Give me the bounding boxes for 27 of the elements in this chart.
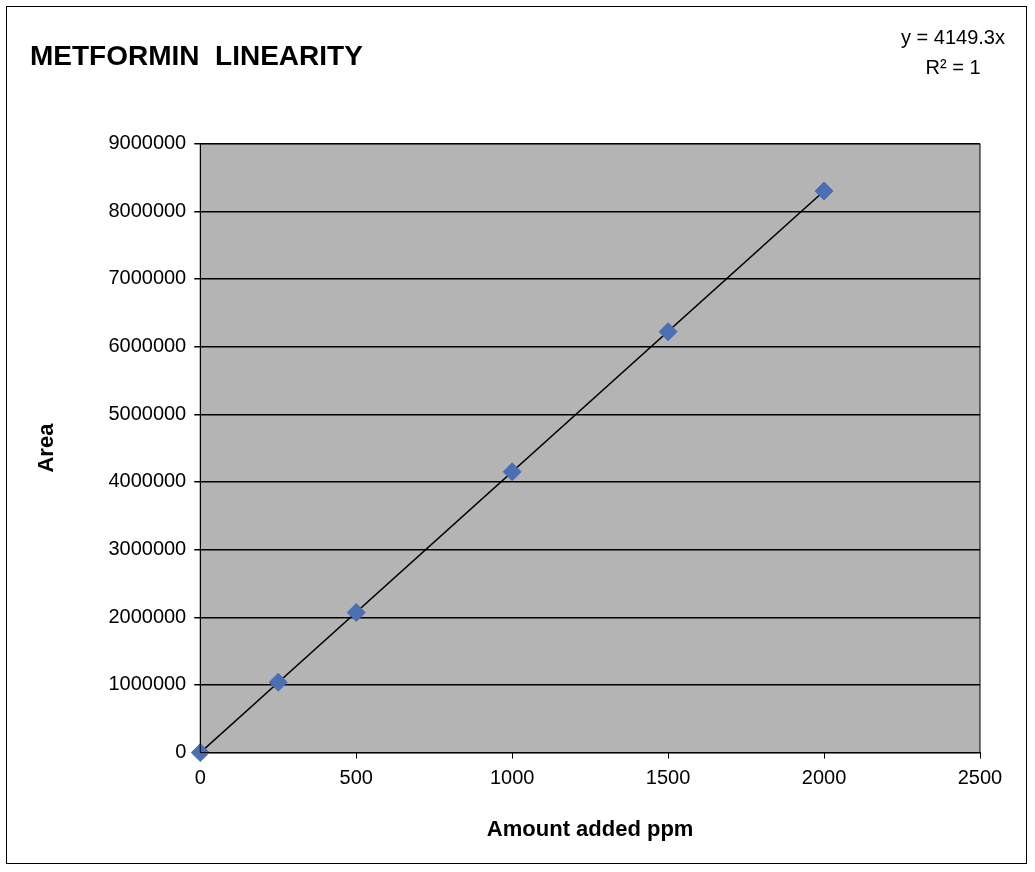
y-tick-label: 2000000 (108, 604, 187, 627)
y-tick-label: 8000000 (108, 198, 187, 221)
point (190, 743, 210, 763)
y-tick-label: 5000000 (108, 401, 187, 424)
y-tick-label: 1000000 (108, 672, 187, 695)
x-tick-label: 0 (194, 766, 206, 789)
y-tick-label: 6000000 (108, 334, 187, 357)
chart-title: METFORMIN LINEARITY (30, 39, 364, 71)
text: R² = 1 (924, 55, 982, 80)
y-tick-label: 0 (175, 740, 187, 763)
point (502, 462, 522, 482)
y-tick-label: 7000000 (108, 266, 187, 289)
point (814, 181, 834, 201)
point (346, 603, 366, 623)
point (658, 322, 678, 342)
x-tick-label: 2500 (957, 766, 1003, 789)
x-tick-label: 2000 (801, 766, 847, 789)
text: y = 4149.3x (901, 25, 1005, 50)
x-tick-label: 1000 (489, 766, 535, 789)
y-tick-label: 9000000 (108, 131, 187, 154)
y-axis-title: Area (33, 422, 59, 473)
point (268, 672, 288, 692)
x-axis-title: Amount added ppm (486, 815, 694, 841)
x-tick-label: 1500 (645, 766, 691, 789)
x-tick-label: 500 (339, 766, 373, 789)
y-tick-label: 4000000 (108, 469, 187, 492)
y-tick-label: 3000000 (108, 537, 187, 560)
